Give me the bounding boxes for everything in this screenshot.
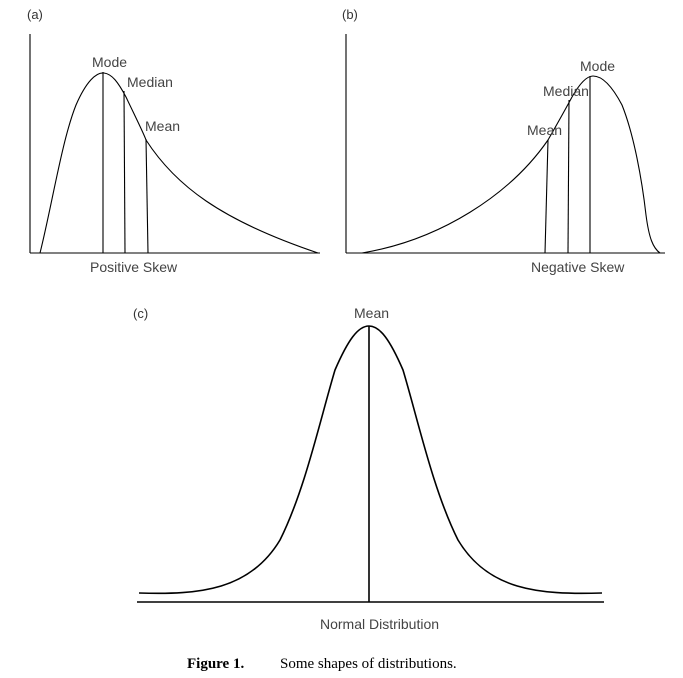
panel-a-mean-line — [145, 138, 149, 254]
panel-b-median-label: Median — [543, 83, 589, 99]
panel-b-mean-line — [544, 139, 549, 254]
figure-caption: Figure 1. Some shapes of distributions. — [187, 656, 457, 672]
panel-b-median-line — [567, 99, 570, 254]
panel-a-positive-skew: (a) Mode Median Mean Positive Skew — [27, 7, 320, 275]
panel-a-caption: Positive Skew — [90, 259, 178, 275]
panel-c-mean-label: Mean — [354, 305, 389, 321]
panel-c-label: (c) — [133, 306, 148, 321]
panel-c-caption: Normal Distribution — [320, 616, 439, 632]
figure-caption-number: Figure 1. — [187, 656, 244, 672]
panel-a-mean-label: Mean — [145, 118, 180, 134]
panel-a-mode-label: Mode — [92, 54, 127, 70]
panel-a-label: (a) — [27, 7, 43, 22]
panel-a-curve — [39, 72, 319, 254]
panel-b-caption: Negative Skew — [531, 259, 625, 275]
panel-b-label: (b) — [342, 7, 358, 22]
panel-c-curve — [138, 325, 603, 595]
figure-caption-text: Some shapes of distributions. — [280, 656, 457, 672]
panel-a-median-line — [123, 90, 126, 254]
panel-b-mode-label: Mode — [580, 58, 615, 74]
panel-a-median-label: Median — [127, 74, 173, 90]
panel-c-normal-distribution: (c) Mean Normal Distribution — [133, 305, 604, 632]
panel-b-curve — [361, 75, 661, 254]
panel-b-mean-label: Mean — [527, 122, 562, 138]
panel-b-negative-skew: (b) Mode Median Mean Negative Skew — [342, 7, 665, 275]
